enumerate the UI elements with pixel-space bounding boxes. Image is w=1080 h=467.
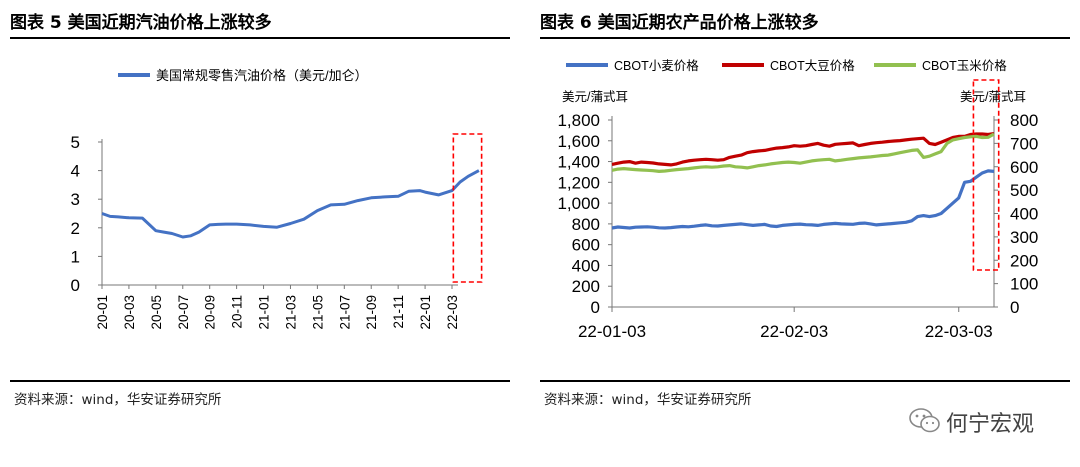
right-axis-tick-label: 600 xyxy=(1010,158,1038,177)
left-y-tick-label: 1 xyxy=(71,247,80,266)
legend-label-gasoline: 美国常规零售汽油价格（美元/加仑） xyxy=(156,68,368,83)
gasoline-price-line xyxy=(101,169,480,239)
right-axis-tick-label: 300 xyxy=(1010,228,1038,247)
left-axis-unit: 美元/蒲式耳 xyxy=(562,90,628,104)
left-axis-tick-label: 1,200 xyxy=(557,173,600,192)
left-y-tick-label: 2 xyxy=(71,219,80,238)
left-source-rule xyxy=(10,380,510,382)
left-y-tick-label: 5 xyxy=(71,133,80,152)
left-x-tick-label: 20-03 xyxy=(122,295,137,330)
left-axis-tick-label: 1,400 xyxy=(557,153,600,172)
left-axis-tick-label: 400 xyxy=(572,256,600,275)
left-gasoline-chart: 美国常规零售汽油价格（美元/加仑） 0 1 2 3 4 5 20-01 20-03 20-05 20… xyxy=(71,68,483,330)
left-axis-tick-label: 200 xyxy=(572,277,600,296)
right-axis-tick-label: 700 xyxy=(1010,134,1038,153)
left-x-tick-label: 22-01 xyxy=(418,295,433,330)
right-axis-tick-label: 400 xyxy=(1010,205,1038,224)
left-x-tick-label: 20-05 xyxy=(149,295,164,330)
right-x-tick-label: 22-03-03 xyxy=(925,322,993,341)
legend-label-corn: CBOT玉米价格 xyxy=(922,58,1007,73)
legend-label-wheat: CBOT小麦价格 xyxy=(614,58,699,73)
right-highlight-box xyxy=(972,79,1000,271)
right-x-tick-label: 22-02-03 xyxy=(760,322,828,341)
left-axis-tick-label: 1,800 xyxy=(557,111,600,130)
left-x-tick-label: 21-07 xyxy=(337,295,352,330)
left-x-tick-label: 21-09 xyxy=(364,295,379,330)
right-axis-tick-label: 100 xyxy=(1010,275,1038,294)
left-x-tick-label: 21-03 xyxy=(283,295,298,330)
left-x-tick-label: 20-07 xyxy=(176,295,191,330)
right-axis-tick-label: 500 xyxy=(1010,181,1038,200)
left-axis-tick-label: 1,000 xyxy=(557,194,600,213)
right-source-note: 资料来源：wind，华安证券研究所 xyxy=(544,392,752,408)
left-chart-title: 图表 5 美国近期汽油价格上涨较多 xyxy=(10,13,272,33)
right-x-tick-label: 22-01-03 xyxy=(578,322,646,341)
left-title-rule xyxy=(10,37,510,39)
right-title-rule xyxy=(540,37,1070,39)
right-axis-tick-label: 200 xyxy=(1010,251,1038,270)
left-source-note: 资料来源：wind，华安证券研究所 xyxy=(14,392,222,408)
wechat-icon xyxy=(909,408,940,433)
left-y-tick-label: 3 xyxy=(71,190,80,209)
left-x-tick-label: 20-01 xyxy=(95,295,110,330)
left-x-tick-label: 21-11 xyxy=(391,295,406,329)
soybean-price-line xyxy=(611,132,995,167)
right-chart-title: 图表 6 美国近期农产品价格上涨较多 xyxy=(540,13,819,33)
right-source-rule xyxy=(540,380,1070,382)
left-x-tick-label: 21-05 xyxy=(310,295,325,330)
left-x-tick-label: 22-03 xyxy=(445,295,460,330)
wechat-watermark: 何宁宏观 xyxy=(908,402,1058,438)
left-x-tick-label: 21-01 xyxy=(257,295,272,330)
right-axis-tick-label: 0 xyxy=(1010,298,1019,317)
left-axis-tick-label: 0 xyxy=(591,298,600,317)
left-axis-tick-label: 1,600 xyxy=(557,132,600,151)
right-axis-tick-label: 800 xyxy=(1010,111,1038,130)
wheat-price-line xyxy=(611,169,995,230)
left-y-tick-label: 0 xyxy=(71,276,80,295)
left-x-tick-label: 20-11 xyxy=(230,295,245,329)
left-highlight-box xyxy=(452,133,483,283)
left-axis-tick-label: 800 xyxy=(572,215,600,234)
watermark-text: 何宁宏观 xyxy=(946,412,1035,437)
left-axis-tick-label: 600 xyxy=(572,236,600,255)
corn-price-line xyxy=(611,132,995,173)
left-y-tick-label: 4 xyxy=(71,162,80,181)
right-axis-unit: 美元/蒲式耳 xyxy=(960,90,1026,104)
legend-label-soybean: CBOT大豆价格 xyxy=(770,58,855,73)
left-x-tick-label: 20-09 xyxy=(203,295,218,330)
